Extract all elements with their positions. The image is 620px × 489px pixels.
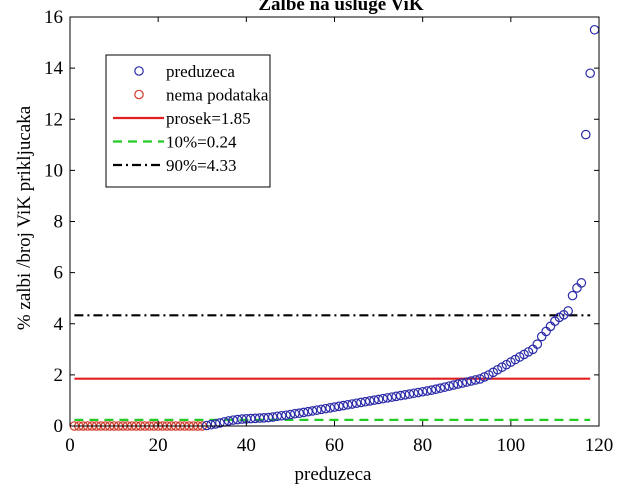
point-preduzeca bbox=[351, 398, 362, 409]
point-preduzeca bbox=[364, 396, 375, 406]
point-preduzeca bbox=[563, 306, 573, 316]
point-preduzeca bbox=[541, 326, 551, 337]
x-tick-label: 100 bbox=[497, 435, 526, 456]
point-preduzeca bbox=[417, 386, 428, 397]
point-preduzeca bbox=[448, 380, 459, 390]
point-preduzeca bbox=[307, 406, 318, 416]
point-preduzeca bbox=[382, 393, 393, 403]
x-tick-label: 20 bbox=[149, 435, 168, 456]
x-tick-label: 80 bbox=[413, 435, 432, 456]
point-preduzeca bbox=[545, 321, 556, 332]
point-preduzeca bbox=[431, 384, 441, 394]
point-preduzeca bbox=[210, 419, 221, 429]
x-tick-label: 0 bbox=[65, 435, 75, 456]
y-tick-label: 10 bbox=[44, 160, 63, 181]
legend-label-10pct: 10%=0.24 bbox=[166, 133, 237, 152]
point-preduzeca bbox=[294, 408, 305, 419]
point-preduzeca bbox=[439, 382, 450, 392]
point-preduzeca bbox=[334, 401, 344, 412]
legend-marker-nema-podataka bbox=[134, 89, 144, 100]
point-preduzeca bbox=[316, 404, 327, 415]
point-preduzeca bbox=[479, 372, 490, 382]
point-preduzeca bbox=[347, 399, 357, 409]
point-preduzeca bbox=[422, 386, 432, 396]
point-preduzeca bbox=[206, 419, 216, 430]
point-preduzeca bbox=[320, 403, 331, 414]
point-preduzeca bbox=[400, 390, 410, 400]
y-tick-label: 4 bbox=[54, 314, 64, 335]
point-preduzeca bbox=[378, 393, 388, 404]
y-tick-label: 12 bbox=[44, 109, 63, 130]
point-preduzeca bbox=[395, 390, 406, 401]
point-preduzeca bbox=[453, 379, 463, 389]
point-preduzeca bbox=[387, 392, 397, 402]
point-preduzeca bbox=[356, 397, 366, 408]
point-preduzeca bbox=[369, 395, 379, 405]
x-tick-label: 40 bbox=[237, 435, 256, 456]
x-axis-label: preduzeca bbox=[295, 464, 373, 485]
y-axis-label: % zalbi /broj ViK prikljucaka bbox=[14, 105, 35, 330]
point-preduzeca bbox=[475, 374, 485, 384]
legend-label-nema-podataka: nema podataka bbox=[166, 86, 269, 105]
point-preduzeca bbox=[360, 396, 371, 407]
y-tick-label: 14 bbox=[44, 58, 64, 79]
point-preduzeca bbox=[342, 399, 353, 410]
point-preduzeca bbox=[404, 389, 415, 399]
y-tick-label: 8 bbox=[54, 212, 64, 233]
point-preduzeca bbox=[435, 383, 446, 393]
point-preduzeca bbox=[338, 400, 349, 411]
point-preduzeca bbox=[426, 385, 437, 396]
legend-label-90pct: 90%=4.33 bbox=[166, 156, 237, 175]
point-preduzeca bbox=[457, 378, 468, 388]
point-preduzeca bbox=[303, 406, 313, 417]
legend-label-preduzeca: preduzeca bbox=[166, 62, 235, 81]
point-preduzeca bbox=[413, 387, 424, 398]
point-preduzeca bbox=[281, 410, 291, 421]
point-preduzeca bbox=[391, 391, 402, 402]
point-preduzeca bbox=[373, 394, 384, 405]
point-preduzeca bbox=[567, 290, 578, 301]
point-preduzeca bbox=[532, 339, 543, 349]
point-preduzeca bbox=[576, 278, 587, 288]
point-preduzeca bbox=[466, 376, 476, 386]
legend-label-prosek: prosek=1.85 bbox=[166, 109, 251, 128]
point-preduzeca bbox=[409, 388, 419, 399]
point-preduzeca bbox=[572, 283, 582, 293]
y-tick-label: 2 bbox=[54, 365, 64, 386]
point-preduzeca bbox=[215, 418, 225, 428]
point-preduzeca bbox=[329, 402, 340, 412]
point-preduzeca bbox=[536, 331, 547, 342]
point-preduzeca bbox=[589, 24, 600, 35]
point-preduzeca bbox=[201, 420, 212, 431]
point-preduzeca bbox=[325, 403, 335, 413]
point-preduzeca bbox=[444, 381, 454, 391]
y-tick-label: 6 bbox=[54, 263, 64, 284]
legend-marker-preduzeca bbox=[134, 66, 144, 76]
point-preduzeca bbox=[585, 68, 595, 79]
y-tick-label: 16 bbox=[44, 7, 63, 28]
point-preduzeca bbox=[298, 407, 309, 418]
point-preduzeca bbox=[312, 405, 322, 415]
y-tick-label: 0 bbox=[54, 416, 64, 437]
point-preduzeca bbox=[470, 375, 481, 385]
point-preduzeca bbox=[580, 129, 591, 140]
x-tick-label: 60 bbox=[325, 435, 344, 456]
chart-title: Žalbe na usluge ViK bbox=[258, 0, 423, 15]
point-preduzeca bbox=[461, 377, 472, 387]
x-tick-label: 120 bbox=[585, 435, 614, 456]
